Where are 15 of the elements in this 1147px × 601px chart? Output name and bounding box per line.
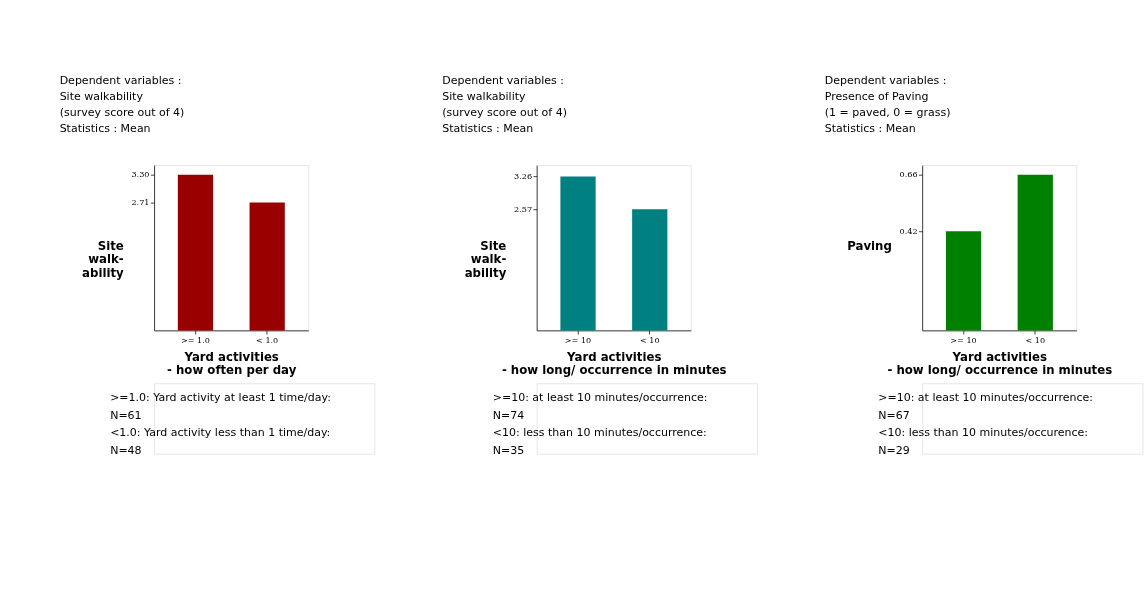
text: >=10: at least 10 minutes/occurrence: N=67 — [878, 390, 1093, 422]
y-axis-title: Site walk- ability — [82, 239, 125, 280]
x-axis-title: Yard activities - how long/ occurrence in minutes — [887, 349, 1113, 378]
chart-title: Dependent variables : Site walkability (survey score out of 4) Statistics : Mean — [59, 73, 185, 136]
text: >=1.0: Yard activity at least 1 time/day: N=61 — [110, 390, 331, 422]
text: <1.0: Yard activity less than 1 time/day: N=48 — [110, 426, 331, 457]
x-axis-title: Yard activities - how often per day — [167, 349, 297, 378]
text: <10: less than 10 minutes/occurence: N=29 — [878, 426, 1089, 457]
text: >=10: at least 10 minutes/occurrence: N=74 — [492, 390, 708, 422]
chart-title: Dependent variables : Site walkability (survey score out of 4) Statistics : Mean — [442, 73, 567, 136]
y-axis-title: Paving — [847, 239, 892, 254]
y-axis-title: Site walk- ability — [464, 239, 507, 280]
x-axis-title: Yard activities - how long/ occurrence in minutes — [501, 349, 727, 378]
chart-title: Dependent variables : Presence of Paving (1 = paved, 0 = grass) Statistics : Mean — [824, 73, 951, 136]
text: <10: less than 10 minutes/occurrence: N=35 — [492, 426, 707, 457]
